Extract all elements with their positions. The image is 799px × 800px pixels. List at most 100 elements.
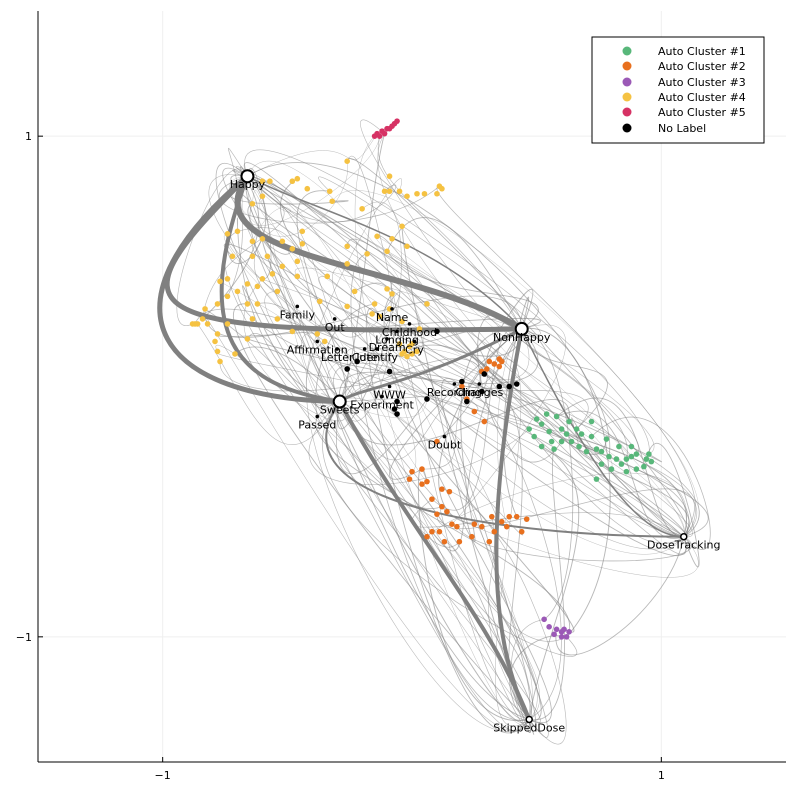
edge-thin: [247, 175, 390, 338]
data-point: [566, 418, 572, 425]
node-label: Sweets: [320, 404, 360, 417]
legend-label: Auto Cluster #5: [658, 106, 746, 119]
data-point: [593, 446, 600, 452]
edge-thin: [426, 536, 531, 720]
edge-thin: [521, 328, 574, 620]
data-point: [608, 466, 615, 472]
data-point: [344, 303, 350, 310]
data-point: [314, 331, 321, 337]
label-node: [315, 414, 320, 419]
data-point: [214, 301, 221, 307]
data-point: [623, 468, 630, 475]
data-point: [551, 631, 557, 638]
data-point: [444, 508, 450, 515]
data-point: [434, 511, 440, 517]
data-point: [321, 338, 328, 345]
edge-thin: [383, 293, 552, 723]
data-point: [558, 634, 565, 640]
edge-thin: [346, 158, 688, 538]
data-point: [533, 416, 540, 422]
edge-thin: [247, 176, 427, 481]
data-point: [588, 418, 595, 425]
y-tick-label: −1: [16, 631, 32, 644]
data-point: [484, 366, 490, 372]
data-point: [359, 205, 365, 212]
data-point: [299, 228, 306, 235]
node-label: Changes: [455, 386, 503, 399]
data-point: [633, 466, 640, 472]
edge-thin: [456, 526, 693, 562]
data-point: [204, 321, 211, 327]
data-point: [344, 366, 350, 372]
edge-thin: [242, 285, 341, 411]
edge-thin: [247, 160, 425, 352]
edge-thin: [218, 175, 440, 224]
data-point: [376, 133, 383, 139]
edge-thin: [389, 328, 522, 480]
data-point: [416, 326, 423, 332]
data-point: [421, 190, 428, 197]
edge-thin: [591, 416, 711, 550]
edge-thin: [440, 378, 549, 738]
data-point: [486, 538, 493, 545]
label-node: [390, 307, 394, 311]
data-point: [449, 521, 455, 527]
data-point: [279, 263, 286, 270]
data-point: [429, 496, 435, 502]
data-point: [481, 371, 488, 377]
data-point: [374, 233, 380, 240]
data-point: [214, 331, 221, 337]
legend-entry: Auto Cluster #4: [622, 91, 746, 104]
data-point: [576, 443, 582, 450]
data-point: [406, 343, 413, 350]
edge-thin: [426, 472, 687, 537]
data-point: [613, 456, 620, 462]
edge-thick: [157, 174, 340, 405]
data-point: [404, 193, 410, 200]
edge-thin: [494, 358, 530, 727]
edge-thin: [556, 397, 684, 538]
data-point: [441, 538, 448, 545]
legend-marker: [622, 46, 632, 56]
data-point: [439, 185, 445, 192]
legend-entry: Auto Cluster #5: [622, 106, 746, 119]
x-tick-label: −1: [155, 769, 171, 782]
data-point: [424, 478, 430, 485]
data-point: [568, 438, 575, 445]
edge-thin: [247, 167, 272, 280]
data-point: [459, 383, 465, 390]
data-point: [351, 288, 358, 295]
edge-thin: [556, 410, 684, 539]
data-point: [386, 368, 393, 375]
data-point: [299, 241, 306, 247]
legend-entry: Auto Cluster #1: [622, 45, 746, 58]
edge-thin: [249, 203, 532, 720]
node-label: Cry: [405, 343, 424, 356]
data-point: [598, 461, 605, 467]
legend-entry: Auto Cluster #3: [622, 76, 746, 89]
data-point: [561, 626, 567, 633]
legend-entry: No Label: [622, 122, 706, 135]
data-point: [212, 338, 218, 345]
data-point: [224, 293, 231, 300]
edge-thin: [528, 446, 580, 720]
data-point: [496, 383, 503, 390]
edge-thin: [431, 328, 523, 552]
data-points: [189, 118, 655, 640]
label-node: [332, 317, 337, 321]
data-point: [376, 313, 383, 320]
data-point: [583, 448, 590, 455]
data-point: [486, 358, 493, 365]
data-point: [364, 251, 370, 257]
data-point: [469, 533, 475, 540]
data-point: [259, 193, 266, 200]
data-point: [399, 351, 405, 357]
edge-thick: [494, 328, 531, 721]
data-point: [531, 433, 537, 440]
label-node: [395, 329, 399, 334]
label-node: [380, 394, 384, 399]
data-point: [419, 466, 425, 472]
data-point: [289, 246, 296, 252]
data-point: [396, 341, 403, 347]
